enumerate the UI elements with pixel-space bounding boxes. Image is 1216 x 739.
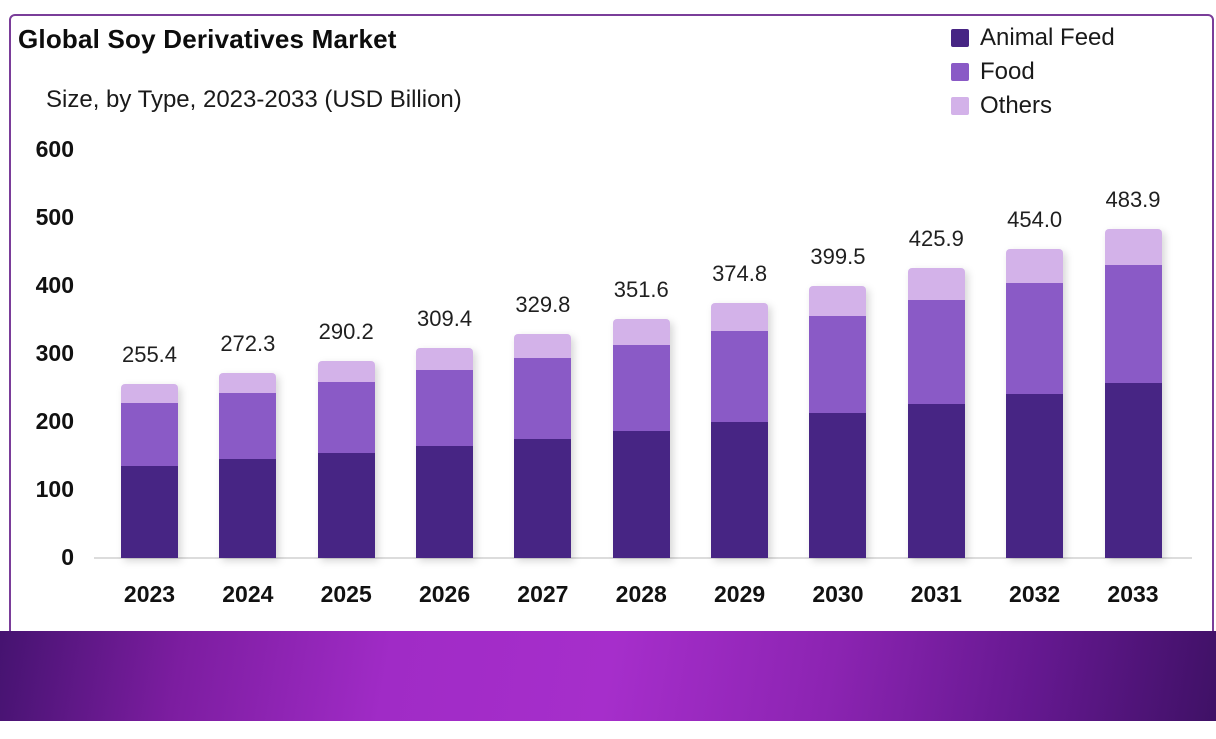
x-axis-tick-2032: 2032 xyxy=(1009,581,1061,607)
bar-segment-animal-feed xyxy=(317,452,375,558)
bar-segment-food xyxy=(219,392,277,460)
x-axis-tick-2024: 2024 xyxy=(222,581,274,607)
bar-2029 xyxy=(711,303,769,558)
x-axis-tick-2030: 2030 xyxy=(812,581,864,607)
bar-segment-animal-feed xyxy=(514,438,572,558)
bar-segment-animal-feed xyxy=(711,422,769,558)
x-axis-tick-2026: 2026 xyxy=(418,581,471,607)
bar-segment-food xyxy=(1006,282,1064,394)
bar-2027 xyxy=(514,333,572,558)
legend-label: Others xyxy=(980,92,1053,119)
bar-2028 xyxy=(612,318,670,558)
bar-segment-food xyxy=(317,381,375,453)
bar-segment-animal-feed xyxy=(1104,382,1162,558)
bar-segment-food xyxy=(416,370,474,447)
y-axis-tick-200: 200 xyxy=(35,408,74,434)
bar-value-label-2032: 454.0 xyxy=(1007,207,1063,233)
bar-2024 xyxy=(219,372,277,558)
legend-swatch xyxy=(951,29,969,47)
bar-segment-others xyxy=(1104,228,1162,265)
y-axis-tick-0: 0 xyxy=(61,544,74,570)
bar-segment-food xyxy=(121,403,178,466)
y-axis-tick-400: 400 xyxy=(35,272,74,298)
bar-segment-animal-feed xyxy=(416,446,474,558)
bar-segment-others xyxy=(1006,249,1064,283)
legend-item-food: Food xyxy=(951,60,1115,84)
footer-banner: The Market will Grow At the CAGR of: 6.6… xyxy=(0,631,1216,721)
bar-value-label-2026: 309.4 xyxy=(417,305,473,331)
bar-segment-others xyxy=(907,268,965,300)
bar-segment-animal-feed xyxy=(809,413,867,558)
bar-segment-animal-feed xyxy=(1006,393,1064,558)
bar-value-label-2030: 399.5 xyxy=(810,244,866,270)
bar-segment-others xyxy=(514,333,572,358)
bar-segment-animal-feed xyxy=(219,459,277,558)
legend: Animal Feed Food Others xyxy=(951,26,1115,118)
bar-2032 xyxy=(1006,249,1064,558)
x-axis-baseline xyxy=(94,557,1192,559)
bar-segment-food xyxy=(514,357,572,439)
bar-segment-others xyxy=(612,318,670,345)
bar-value-label-2028: 351.6 xyxy=(613,276,669,302)
bar-value-label-2029: 374.8 xyxy=(712,261,768,287)
bar-value-label-2023: 255.4 xyxy=(121,342,178,368)
legend-item-others: Others xyxy=(951,94,1115,118)
bar-segment-food xyxy=(907,299,965,404)
y-axis-tick-300: 300 xyxy=(35,340,74,366)
bar-segment-food xyxy=(1104,264,1162,383)
bar-segment-others xyxy=(219,372,277,393)
x-axis-tick-2025: 2025 xyxy=(320,581,372,607)
x-axis-tick-2027: 2027 xyxy=(517,581,569,607)
bar-value-label-2024: 272.3 xyxy=(220,330,276,356)
x-axis-tick-2023: 2023 xyxy=(123,581,176,607)
bar-segment-food xyxy=(612,344,670,431)
bar-value-label-2033: 483.9 xyxy=(1105,186,1161,212)
y-axis-tick-100: 100 xyxy=(35,476,74,502)
x-axis-tick-2031: 2031 xyxy=(910,581,962,607)
bar-2025 xyxy=(317,360,375,558)
bar-2033 xyxy=(1104,228,1162,558)
y-axis-tick-600: 600 xyxy=(35,136,74,162)
legend-swatch xyxy=(951,63,969,81)
legend-label: Animal Feed xyxy=(980,24,1115,51)
y-axis-tick-500: 500 xyxy=(35,204,74,230)
bar-value-label-2027: 329.8 xyxy=(515,291,571,317)
bar-segment-others xyxy=(809,286,867,316)
chart-title: Global Soy Derivatives Market xyxy=(18,24,397,54)
chart-subtitle: Size, by Type, 2023-2033 (USD Billion) xyxy=(46,86,462,113)
x-axis-tick-2033: 2033 xyxy=(1107,581,1159,607)
bar-2023 xyxy=(121,384,178,558)
bar-segment-others xyxy=(121,384,178,403)
x-axis-tick-2028: 2028 xyxy=(615,581,667,607)
bar-segment-food xyxy=(809,315,867,414)
bar-2030 xyxy=(809,286,867,558)
bar-value-label-2025: 290.2 xyxy=(318,318,374,344)
bar-value-label-2031: 425.9 xyxy=(908,226,964,252)
legend-item-animal-feed: Animal Feed xyxy=(951,26,1115,50)
bar-segment-others xyxy=(416,347,474,371)
x-axis-tick-2029: 2029 xyxy=(714,581,766,607)
bar-2026 xyxy=(416,347,474,558)
bar-segment-animal-feed xyxy=(612,430,670,558)
bar-segment-food xyxy=(711,330,769,423)
bar-2031 xyxy=(907,268,965,558)
bar-segment-others xyxy=(317,360,375,382)
bar-segment-others xyxy=(711,303,769,331)
legend-swatch xyxy=(951,97,969,115)
legend-label: Food xyxy=(980,58,1035,85)
bar-segment-animal-feed xyxy=(907,403,965,558)
bar-segment-animal-feed xyxy=(121,465,178,558)
